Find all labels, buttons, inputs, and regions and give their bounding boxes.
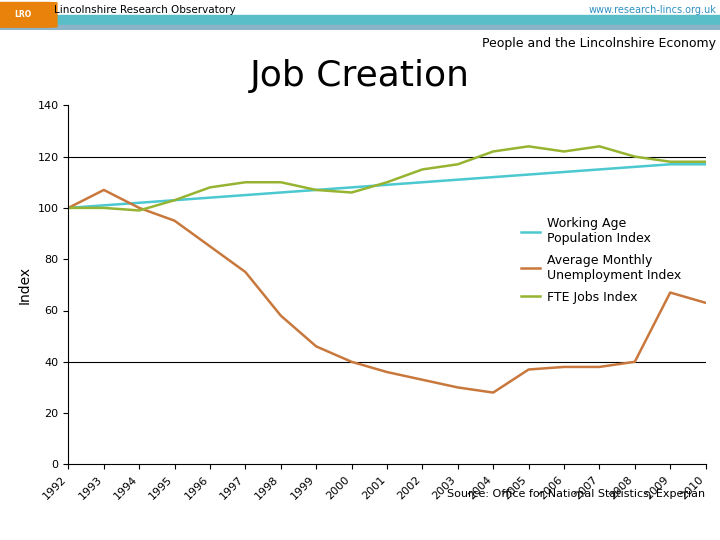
FancyBboxPatch shape bbox=[0, 2, 58, 28]
Legend: Working Age
Population Index, Average Monthly
Unemployment Index, FTE Jobs Index: Working Age Population Index, Average Mo… bbox=[516, 212, 687, 308]
Text: Source: Office for National Statistics, Experian: Source: Office for National Statistics, … bbox=[447, 489, 706, 499]
Bar bbox=[0, 25, 720, 30]
Text: www.research-lincs.org.uk: www.research-lincs.org.uk bbox=[588, 5, 716, 16]
Text: People and the Lincolnshire Economy: People and the Lincolnshire Economy bbox=[482, 37, 716, 50]
Text: Lincolnshire Research Observatory: Lincolnshire Research Observatory bbox=[54, 5, 235, 16]
Text: LRO: LRO bbox=[14, 10, 32, 19]
Bar bbox=[0, 15, 720, 25]
Text: Job Creation: Job Creation bbox=[250, 59, 470, 92]
Y-axis label: Index: Index bbox=[18, 266, 32, 304]
